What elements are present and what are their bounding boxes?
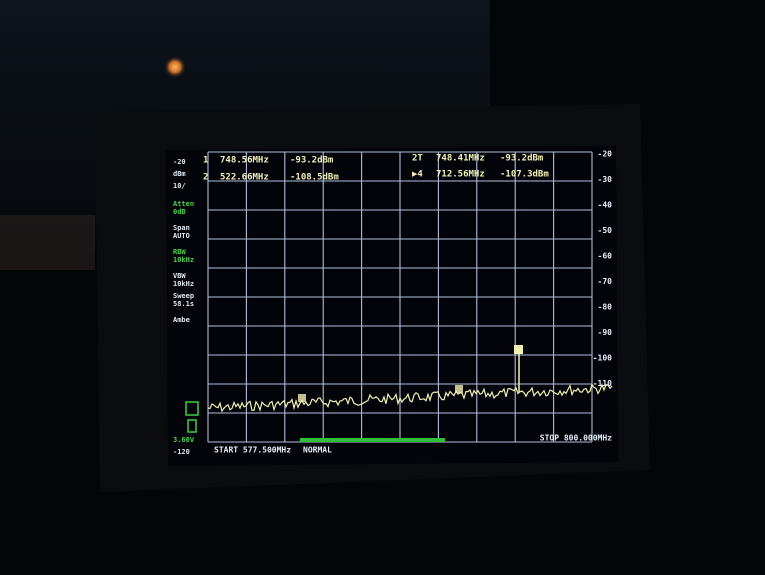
scale-label: -40 xyxy=(598,201,613,210)
marker-freq: 748.41MHz xyxy=(436,154,485,164)
side-label: -20 xyxy=(173,158,186,166)
marker-freq: 748.56MHz xyxy=(220,156,269,166)
progress-bar xyxy=(300,438,445,442)
marker-level: -93.2dBm xyxy=(290,156,334,166)
marker-freq: 522.66MHz xyxy=(220,173,269,183)
trace xyxy=(207,382,613,413)
side-label: RBW xyxy=(173,248,186,256)
marker-level: -93.2dBm xyxy=(500,154,544,164)
scale: -20 -30 -40 -50 -60 -70 -80 -90 -100 -110 xyxy=(593,150,612,389)
marker-freq: 712.56MHz xyxy=(436,170,485,180)
side-label: dBm xyxy=(173,170,186,178)
status: NORMAL xyxy=(303,446,332,455)
side-label: 10/ xyxy=(173,182,186,190)
marker-level: -108.5dBm xyxy=(290,173,339,183)
marker-icon xyxy=(455,385,463,393)
scale-label: -30 xyxy=(598,175,613,184)
scale-label: -20 xyxy=(598,150,613,159)
marker-id: 2 xyxy=(203,173,208,183)
marker-id: ▶4 xyxy=(412,170,423,180)
side-label: AUTO xyxy=(173,232,190,240)
shelf xyxy=(0,215,95,270)
side-label: 10kHz xyxy=(173,256,194,264)
scale-label: -110 xyxy=(593,379,612,388)
marker-icon xyxy=(514,345,523,354)
left-panel: -20dBm10/Atten0dBSpanAUTORBW10kHzVBW10kH… xyxy=(173,158,195,456)
grid xyxy=(207,151,593,443)
side-label: -120 xyxy=(173,448,190,456)
scale-label: -90 xyxy=(598,328,613,337)
side-label: Sweep xyxy=(173,292,194,300)
stop-label: STOP 800.000MHz xyxy=(540,434,612,443)
side-label: 3.60V xyxy=(173,436,195,444)
marker-level: -107.3dBm xyxy=(500,170,549,180)
lamp xyxy=(164,56,186,78)
scale-label: -60 xyxy=(598,252,613,261)
start-label: START 577.500MHz xyxy=(214,446,291,455)
side-label: 0dB xyxy=(173,208,186,216)
marker-id: 2T xyxy=(412,154,423,164)
scale-label: -100 xyxy=(593,354,612,363)
side-label: 58.1s xyxy=(173,300,194,308)
marker-icon xyxy=(298,394,306,402)
side-label: VBW xyxy=(173,272,186,280)
scale-label: -70 xyxy=(598,277,613,286)
side-label: Atten xyxy=(173,200,194,208)
side-label: 10kHz xyxy=(173,280,194,288)
marker-id: 1 xyxy=(203,156,208,166)
screen xyxy=(166,146,618,466)
icon xyxy=(185,401,199,416)
side-label: Ambe xyxy=(173,316,190,324)
side-label: Span xyxy=(173,224,190,232)
scale-label: -50 xyxy=(598,226,613,235)
scale-label: -80 xyxy=(598,303,613,312)
battery-icon xyxy=(187,419,197,433)
